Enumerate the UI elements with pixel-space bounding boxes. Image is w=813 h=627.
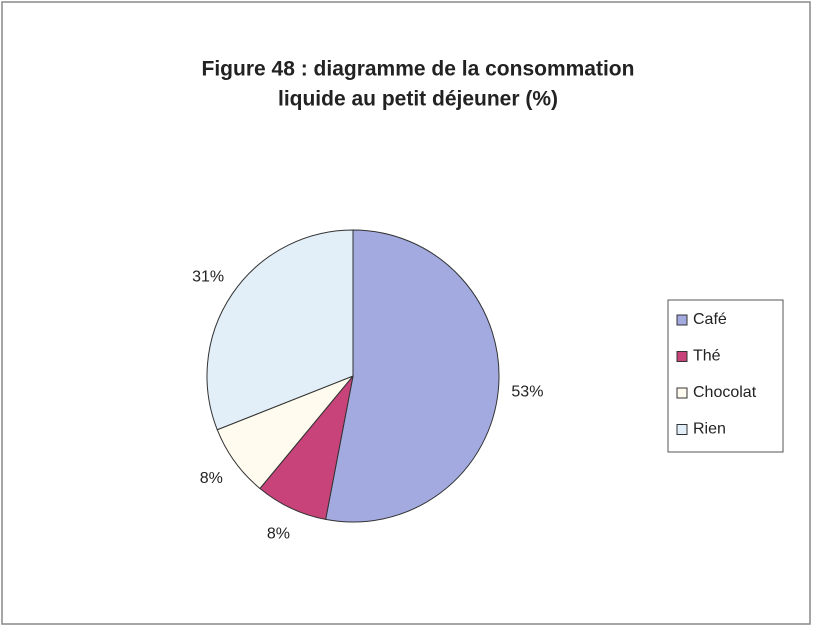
legend-swatch xyxy=(676,351,688,362)
data-label: 53% xyxy=(511,384,543,401)
legend-label: Thé xyxy=(693,348,721,365)
legend-swatch xyxy=(676,424,688,435)
chart-title: Figure 48 : diagramme de la consommation xyxy=(202,58,635,81)
data-label: 8% xyxy=(267,526,290,543)
legend-label: Café xyxy=(693,311,727,328)
data-label: 8% xyxy=(200,470,223,487)
legend-label: Rien xyxy=(693,421,726,438)
legend-label: Chocolat xyxy=(693,384,757,401)
legend-swatch xyxy=(676,387,688,399)
legend-swatch xyxy=(676,314,688,326)
chart-title: liquide au petit déjeuner (%) xyxy=(278,88,558,111)
data-label: 31% xyxy=(192,269,224,286)
pie-slice xyxy=(206,229,354,431)
pie-slice xyxy=(325,229,500,523)
